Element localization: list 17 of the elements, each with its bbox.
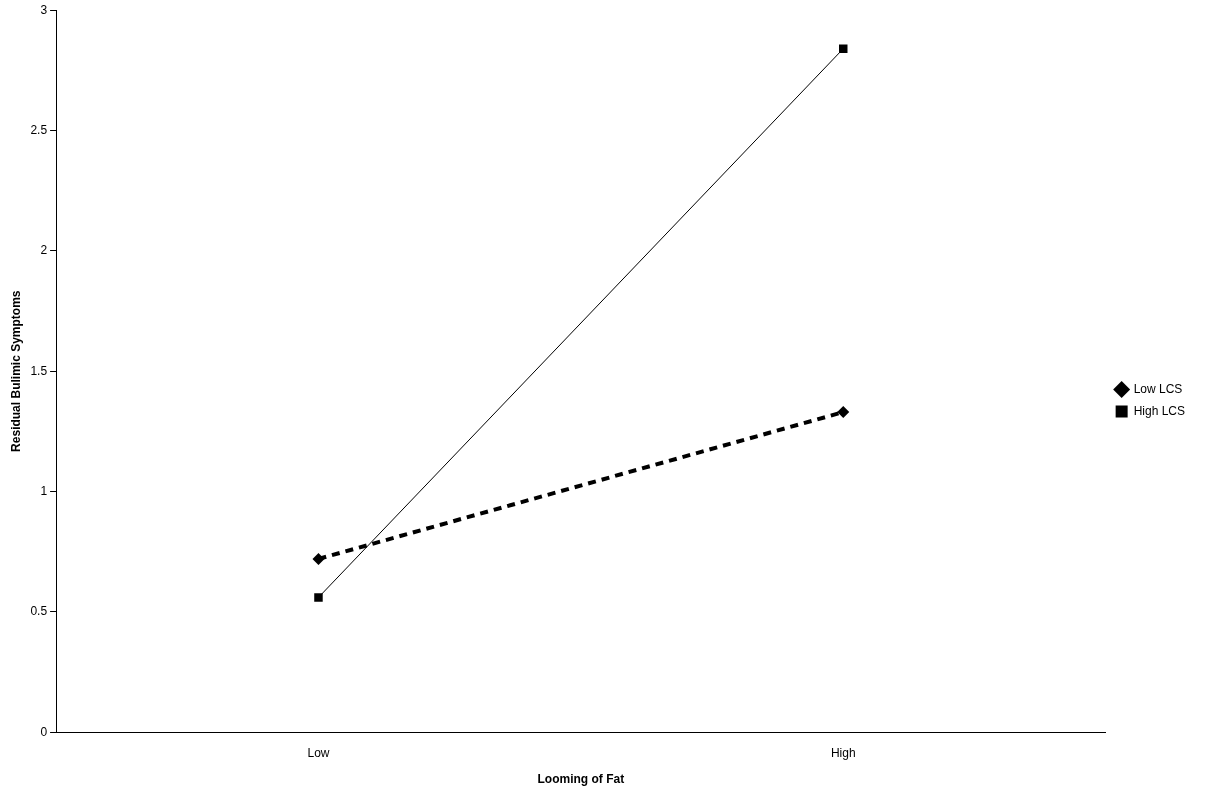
y-tick-label: 1.5 (30, 363, 48, 378)
y-tick-label: 2 (40, 243, 48, 258)
x-tick-label: High (830, 745, 856, 760)
y-tick-label: 1 (40, 483, 48, 498)
y-tick-label: 3 (40, 2, 48, 17)
y-axis-title: Residual Bulimic Symptoms (8, 290, 23, 452)
point (314, 593, 323, 602)
x-axis-title: Looming of Fat (537, 772, 625, 787)
point (839, 44, 848, 53)
point (312, 552, 325, 565)
y-tick-label: 0.5 (30, 604, 48, 619)
x-tick-label: Low (307, 745, 330, 760)
legend-label: Low LCS (1133, 381, 1183, 396)
y-tick-label: 0 (40, 724, 48, 739)
y-tick-label: 2.5 (30, 122, 48, 137)
legend-label: High LCS (1133, 403, 1185, 418)
point (837, 406, 850, 419)
